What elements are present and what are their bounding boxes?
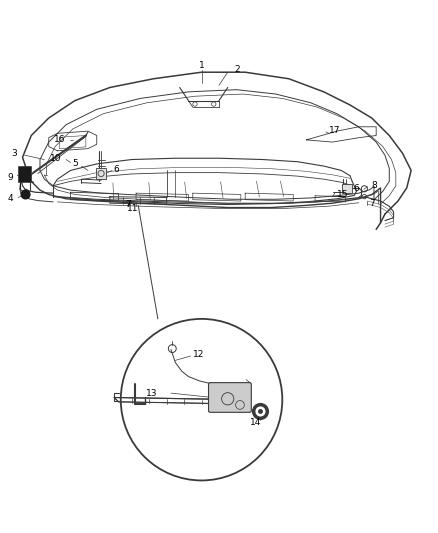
Circle shape (256, 407, 265, 416)
Text: 9: 9 (7, 173, 13, 182)
FancyBboxPatch shape (208, 383, 251, 413)
Text: 14: 14 (250, 418, 261, 427)
Text: 8: 8 (371, 181, 377, 190)
FancyBboxPatch shape (96, 168, 106, 179)
Circle shape (259, 410, 262, 413)
Text: 16: 16 (54, 135, 65, 144)
Text: 5: 5 (73, 159, 78, 168)
Text: 17: 17 (329, 126, 340, 135)
Circle shape (253, 403, 268, 419)
Text: 6: 6 (353, 184, 359, 193)
Text: 6: 6 (113, 165, 119, 174)
Text: 7: 7 (125, 199, 131, 208)
Text: 12: 12 (193, 350, 204, 359)
Text: 13: 13 (146, 390, 158, 399)
FancyBboxPatch shape (18, 166, 31, 182)
Text: 2: 2 (234, 64, 240, 74)
FancyBboxPatch shape (342, 184, 352, 193)
Circle shape (21, 190, 30, 199)
Text: 4: 4 (7, 194, 13, 203)
Text: 7: 7 (370, 199, 375, 208)
Text: 11: 11 (127, 204, 139, 213)
Text: 15: 15 (337, 190, 348, 199)
Text: 1: 1 (199, 61, 205, 70)
Text: 3: 3 (11, 149, 17, 158)
Text: 10: 10 (50, 154, 62, 163)
